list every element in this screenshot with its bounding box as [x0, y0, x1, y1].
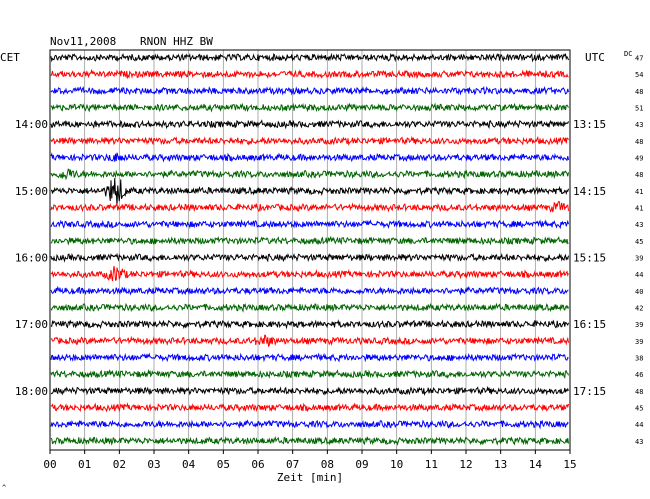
dc-offset-label: 45	[635, 238, 643, 246]
seismogram-trace	[50, 119, 569, 130]
dc-offset-label: 39	[635, 338, 643, 346]
x-tick-label: 12	[459, 458, 472, 471]
right-time-label: 16:15	[573, 318, 606, 331]
x-tick-label: 08	[321, 458, 334, 471]
right-time-labels: 13:15 14:15 15:15 16:15 17:15	[573, 118, 606, 398]
dc-offset-label: 48	[635, 388, 643, 396]
dc-offset-label: 54	[635, 71, 643, 79]
seismogram-trace	[50, 85, 569, 96]
dc-offset-label: 43	[635, 438, 643, 446]
x-tick-label: 15	[563, 458, 576, 471]
seismogram-trace	[50, 178, 569, 207]
x-tick-label: 07	[286, 458, 299, 471]
dc-offset-label: 49	[635, 155, 643, 163]
x-tick-label: 05	[217, 458, 230, 471]
right-time-label: 13:15	[573, 118, 606, 131]
dc-offset-label: 44	[635, 271, 643, 279]
dc-offset-label: 44	[635, 421, 643, 429]
left-time-label: 14:00	[15, 118, 48, 131]
grid-lines	[84, 50, 536, 450]
x-tick-label: 10	[390, 458, 403, 471]
dc-offset-label: 46	[635, 371, 643, 379]
x-tick-label: 00	[43, 458, 56, 471]
left-time-label: 16:00	[15, 252, 48, 265]
x-tick-label: 11	[425, 458, 438, 471]
seismogram-trace	[50, 135, 569, 146]
seismogram-trace	[50, 368, 569, 380]
dc-offset-label: 48	[635, 138, 643, 146]
corner-mark: ^	[2, 484, 6, 492]
seismogram-trace	[50, 102, 569, 113]
dc-offset-label: 43	[635, 121, 643, 129]
x-tick-label: 02	[113, 458, 126, 471]
seismogram-trace	[50, 402, 569, 413]
dc-offset-label: 41	[635, 188, 643, 196]
dc-offset-label: 39	[635, 255, 643, 263]
x-axis-label: Zeit [min]	[277, 471, 343, 484]
seismogram-trace	[50, 52, 569, 63]
dc-offset-label: 51	[635, 105, 643, 113]
left-time-label: 15:00	[15, 185, 48, 198]
x-tick-label: 13	[494, 458, 507, 471]
seismogram-trace	[50, 68, 569, 80]
left-time-label: 17:00	[15, 318, 48, 331]
dc-offset-label: 41	[635, 205, 643, 213]
seismogram-trace	[50, 252, 569, 263]
right-time-label: 15:15	[573, 252, 606, 265]
left-time-labels: 14:00 15:00 16:00 17:00 18:00	[15, 118, 48, 398]
dc-offset-label: 38	[635, 355, 643, 363]
right-time-label: 14:15	[573, 185, 606, 198]
dc-offset-label: 40	[635, 288, 643, 296]
seismogram-trace	[50, 168, 569, 181]
seismogram-trace	[50, 152, 569, 163]
seismogram-trace	[50, 235, 569, 246]
seismogram-trace	[50, 302, 569, 313]
x-tick-label: 03	[147, 458, 160, 471]
x-axis-ticks: 00 01 02 03 04 05 06 07 08 09 10 11 12 13 14 15	[43, 450, 577, 471]
dc-header-label: DC	[624, 50, 632, 58]
seismogram-trace	[50, 334, 569, 348]
x-tick-label: 09	[355, 458, 368, 471]
dc-offset-label: 48	[635, 88, 643, 96]
left-time-label: 18:00	[15, 385, 48, 398]
dc-offset-label: 45	[635, 405, 643, 413]
seismogram-trace	[50, 219, 569, 230]
x-tick-label: 06	[251, 458, 264, 471]
seismogram-trace	[50, 419, 569, 430]
dc-offset-label: 43	[635, 221, 643, 229]
x-tick-label: 01	[78, 458, 91, 471]
right-zone-label: UTC	[585, 51, 605, 64]
seismogram-trace	[50, 265, 569, 282]
seismogram-trace	[50, 435, 569, 446]
right-time-label: 17:15	[573, 385, 606, 398]
seismogram-trace	[50, 200, 569, 213]
seismogram-trace	[50, 385, 569, 396]
dc-offset-label: 42	[635, 305, 643, 313]
dc-offset-label: 39	[635, 321, 643, 329]
seismogram-trace	[50, 319, 569, 330]
x-tick-label: 04	[182, 458, 196, 471]
seismogram-traces	[50, 52, 569, 446]
dc-offset-labels: 47 54 48 51 43 48 49 48 41 41 43 45 39 44 40 42 39 39 38 46…	[635, 55, 643, 446]
plot-frame	[49, 49, 571, 451]
chart-date: Nov11,2008	[50, 35, 116, 48]
seismogram-trace	[50, 285, 569, 296]
chart-station: RNON HHZ BW	[140, 35, 213, 48]
left-zone-label: CET	[0, 51, 20, 64]
x-tick-label: 14	[529, 458, 543, 471]
seismogram-trace	[50, 352, 569, 363]
dc-offset-label: 48	[635, 171, 643, 179]
dc-offset-label: 47	[635, 55, 643, 63]
